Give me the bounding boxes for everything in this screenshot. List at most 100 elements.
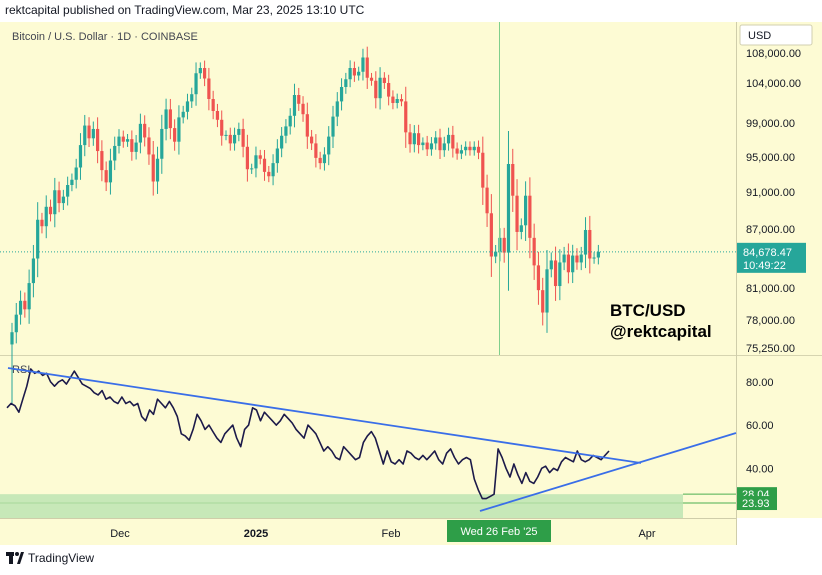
last-price-countdown: 10:49:22 — [743, 260, 786, 272]
candle-body — [292, 95, 297, 116]
candle-body — [558, 262, 562, 287]
candle-body — [237, 128, 241, 135]
candle-body — [130, 139, 134, 152]
candle-body — [220, 119, 224, 136]
currency-label: USD — [748, 30, 771, 42]
candle-body — [592, 257, 596, 259]
price-tick-label: 87,000.00 — [746, 224, 795, 236]
candle-body — [134, 142, 138, 152]
candle-body — [87, 125, 91, 139]
candle-body — [412, 133, 416, 145]
tradingview-logo-icon — [6, 552, 24, 564]
candle-body — [181, 111, 185, 118]
candle-body — [121, 136, 125, 142]
candle-body — [339, 87, 344, 102]
candle-body — [464, 146, 468, 151]
time-tick-label: 2025 — [244, 528, 268, 540]
last-price-badge — [737, 242, 806, 273]
candle-body — [254, 155, 258, 169]
annotation-handle: @rektcapital — [610, 322, 712, 341]
candle-body — [314, 143, 318, 158]
candle-body — [344, 79, 348, 87]
candle-body — [378, 77, 382, 99]
candle-body — [215, 111, 220, 120]
candle-body — [562, 254, 566, 263]
currency-label-box[interactable] — [739, 24, 813, 46]
candle-body — [357, 71, 361, 76]
candle-body — [575, 255, 579, 263]
candle-body — [27, 283, 31, 310]
candle-body — [288, 115, 292, 127]
candle-body — [96, 128, 100, 152]
candle-body — [387, 83, 391, 97]
candle-body — [451, 134, 455, 149]
price-tick-label: 99,000.00 — [746, 118, 795, 130]
candle-body — [267, 171, 271, 177]
candle-body — [459, 150, 463, 154]
time-tick-label: Dec — [110, 528, 130, 540]
price-tick-label: 91,000.00 — [746, 187, 795, 199]
rsi-series — [6, 367, 737, 512]
candle-body — [125, 139, 130, 142]
candle-body — [322, 154, 327, 164]
rsi-descending-trendline — [7, 367, 642, 464]
candle-body — [327, 136, 331, 155]
attribution-header: rektcapital published on TradingView.com… — [5, 3, 365, 17]
candle-body — [194, 73, 198, 95]
candle-body — [66, 185, 70, 197]
price-tick-label: 81,000.00 — [746, 283, 795, 295]
time-tick-labels: Dec 2025 Feb Apr — [110, 528, 656, 540]
candle-body — [36, 219, 40, 259]
candle-body — [528, 195, 532, 238]
price-tick-label: 75,250.00 — [746, 343, 795, 355]
candle-body — [310, 136, 314, 144]
candle-body — [164, 109, 168, 129]
tradingview-footer[interactable]: TradingView — [6, 551, 94, 565]
price-tick-label: 104,000.00 — [746, 78, 801, 90]
candle-body — [74, 167, 78, 180]
candle-body — [53, 190, 57, 215]
candle-body — [61, 196, 65, 204]
candle-body — [361, 57, 365, 72]
rsi-tick-labels: 80.00 60.00 40.00 — [746, 377, 774, 475]
candle-body — [438, 137, 442, 151]
candle-body — [374, 80, 378, 99]
candle-body — [511, 164, 515, 196]
candle-body — [160, 128, 164, 159]
candle-body — [365, 57, 369, 78]
candle-body — [434, 137, 438, 144]
candle-body — [506, 164, 511, 253]
candle-body — [566, 254, 570, 273]
highlighted-date-label: Wed 26 Feb '25 — [460, 526, 537, 538]
candle-body — [31, 258, 35, 284]
candle-body — [250, 168, 254, 170]
rsi-pane-background — [0, 356, 736, 518]
price-tick-labels: 108,000.00 104,000.00 99,000.00 95,000.00 91… — [746, 48, 801, 355]
rsi-tick-label: 80.00 — [746, 377, 774, 389]
candle-body — [23, 300, 27, 310]
candle-body — [168, 109, 172, 129]
candle-body — [318, 157, 322, 164]
chart-svg[interactable]: Bitcoin / U.S. Dollar · 1D · COINBASE RS… — [0, 22, 822, 545]
candle-body — [583, 229, 588, 255]
rsi-ascending-trendline — [479, 432, 737, 512]
candle-body — [421, 142, 425, 146]
candle-body — [275, 148, 279, 164]
candle-body — [297, 95, 301, 104]
candle-body — [113, 145, 117, 161]
candle-body — [14, 314, 18, 333]
chart-area[interactable]: Bitcoin / U.S. Dollar · 1D · COINBASE RS… — [0, 22, 822, 545]
candle-body — [147, 137, 151, 155]
time-axis-background — [0, 519, 736, 545]
candle-body — [489, 213, 493, 257]
candle-body — [476, 146, 481, 153]
candle-body — [335, 101, 339, 117]
candle-body — [173, 128, 177, 142]
candle-body — [395, 99, 399, 103]
candle-body — [545, 269, 549, 313]
tradingview-brand: TradingView — [28, 551, 95, 565]
candle-body — [348, 68, 352, 80]
candle-body — [571, 255, 575, 273]
candle-body — [455, 148, 459, 154]
